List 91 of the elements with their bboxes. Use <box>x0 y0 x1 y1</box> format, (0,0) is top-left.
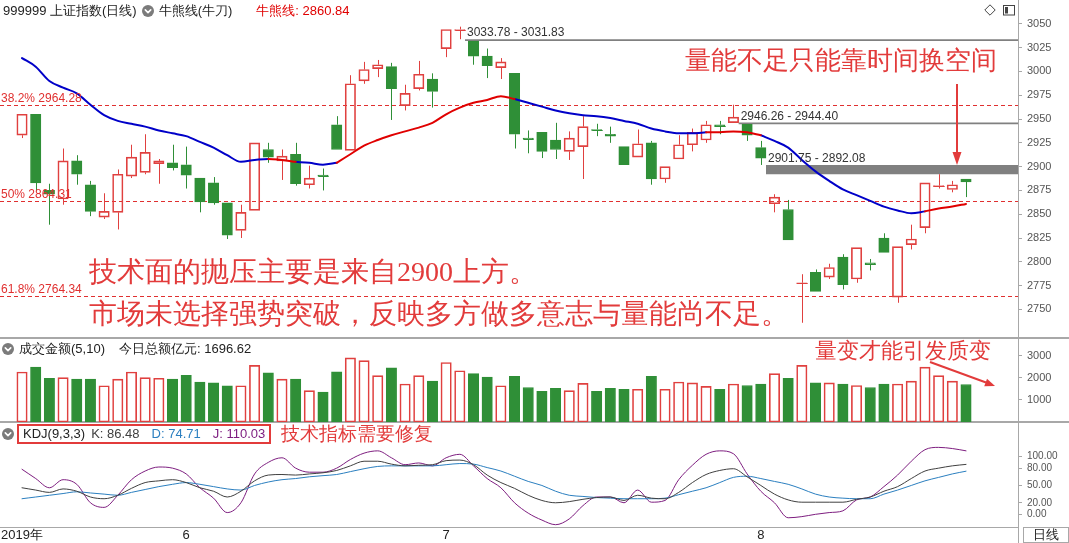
bar <box>536 390 548 422</box>
x-tick-label: 6 <box>182 527 190 543</box>
y-tick-label: 2900 <box>1027 159 1052 172</box>
bar <box>481 376 493 422</box>
candlestick <box>166 144 179 171</box>
candlestick <box>385 62 397 121</box>
candlestick <box>509 72 521 150</box>
y-tick-label: 100.00 <box>1027 450 1059 462</box>
y-tick-label: 2825 <box>1027 231 1052 244</box>
y-tick-label: 1000 <box>1027 392 1052 405</box>
bar <box>30 366 42 422</box>
bar <box>194 381 206 422</box>
candlestick <box>782 199 794 241</box>
x-tick-label: 8 <box>757 527 765 543</box>
candlestick <box>864 258 877 271</box>
chart-title: KDJ(9,3,3) <box>23 426 86 443</box>
annotation: 市场未选择强势突破，反映多方做多意志与量能尚不足。 <box>89 298 789 330</box>
y-tick-label: 2750 <box>1027 302 1052 315</box>
bar <box>550 388 562 422</box>
y-tick-label: 80.00 <box>1027 461 1053 473</box>
bar <box>782 377 794 422</box>
candlestick <box>194 177 206 213</box>
y-tick-label: 50.00 <box>1027 479 1053 491</box>
bar <box>604 388 616 422</box>
text: 牛熊线: 2860.84 <box>256 3 350 19</box>
y-tick-label: 2925 <box>1027 135 1052 148</box>
bar <box>878 383 890 422</box>
y-tick-label: 2000 <box>1027 370 1052 383</box>
bar <box>385 367 397 422</box>
annotation: 量能不足只能靠时间换空间 <box>685 46 997 76</box>
bar <box>290 378 302 422</box>
x-tick-label: 7 <box>442 527 450 543</box>
bar <box>618 388 630 422</box>
candlestick <box>714 120 727 135</box>
ref-line-label: 38.2% 2964.28 <box>1 91 83 105</box>
y-tick-label: 3000 <box>1027 64 1052 77</box>
bar <box>166 378 179 422</box>
bar <box>509 375 521 422</box>
y-tick-label: 3050 <box>1027 16 1052 29</box>
bar <box>180 375 192 422</box>
line-series <box>21 446 967 526</box>
bar <box>208 382 220 422</box>
y-tick-label: 2775 <box>1027 278 1052 291</box>
bar <box>71 378 83 422</box>
series-label: J: 110.03 <box>212 426 266 443</box>
chart-subtitle: 牛熊线(牛刀) <box>158 3 233 19</box>
bar <box>426 380 438 422</box>
chart-subtitle: 今日总额亿元: 1696.62 <box>118 341 252 357</box>
bar <box>741 385 753 422</box>
y-tick-label: 3025 <box>1027 40 1052 53</box>
annotation: 技术面的抛压主要是来自2900上方。 <box>89 256 537 288</box>
bar <box>755 383 767 422</box>
bar <box>522 387 534 422</box>
bar <box>467 373 480 422</box>
bar <box>645 375 657 422</box>
bar <box>262 372 274 422</box>
y-tick-label: 20.00 <box>1027 496 1053 508</box>
y-tick-label: 0.00 <box>1027 508 1047 520</box>
text: 日线 <box>1023 527 1069 543</box>
bar <box>84 378 96 422</box>
y-tick-label: 3000 <box>1027 348 1052 361</box>
candlestick <box>522 129 535 154</box>
bar <box>960 384 972 422</box>
y-tick-label: 2850 <box>1027 207 1052 220</box>
y-tick-label: 2800 <box>1027 254 1052 267</box>
chart-title: 成交金额(5,10) <box>19 341 105 357</box>
bar <box>331 371 343 422</box>
candlestick <box>809 268 822 292</box>
bar <box>43 377 55 422</box>
y-tick-label: 2875 <box>1027 183 1052 196</box>
annotation: 技术指标需要修复 <box>281 423 434 445</box>
candlestick <box>290 142 302 187</box>
candlestick <box>317 168 330 191</box>
band-label: 3033.78 - 3031.83 <box>467 25 565 40</box>
y-tick-label: 2975 <box>1027 88 1052 101</box>
bar <box>714 388 726 422</box>
bar <box>864 387 876 422</box>
ref-line-label: 61.8% 2764.34 <box>1 282 83 296</box>
bar <box>591 390 603 422</box>
bar <box>221 385 233 422</box>
candlestick <box>604 126 617 144</box>
x-tick-label: 2019年 <box>1 527 43 543</box>
annotation: 量变才能引发质变 <box>815 338 991 364</box>
bar <box>317 391 329 422</box>
y-tick-label: 2950 <box>1027 112 1052 125</box>
text: D: 74.71 <box>151 426 201 443</box>
bar <box>809 382 822 422</box>
bar <box>837 383 849 422</box>
band-label: 2946.26 - 2944.40 <box>740 108 839 123</box>
chart-title: 999999 上证指数(日线) <box>3 3 137 19</box>
text: K: 86.48 <box>91 426 140 443</box>
